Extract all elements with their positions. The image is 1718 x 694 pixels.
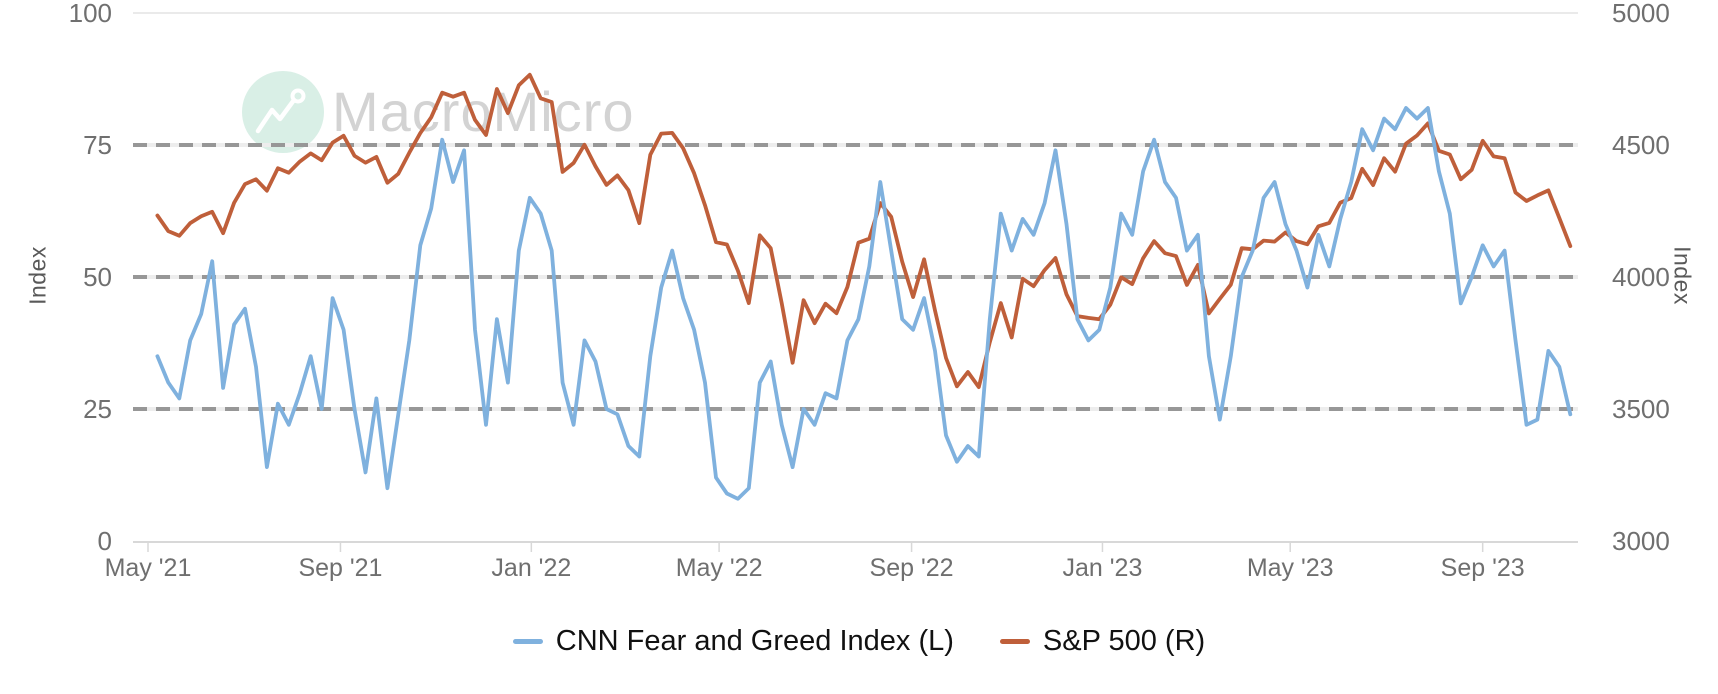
- sp500-line[interactable]: [155, 72, 1573, 390]
- legend-item-sp500[interactable]: S&P 500 (R): [999, 625, 1206, 658]
- legend-marker-fear-greed: [512, 639, 543, 644]
- left-axis-tick-label: 50: [83, 262, 112, 292]
- left-axis-tick-label: 25: [83, 394, 112, 424]
- left-axis-tick-label: 100: [69, 0, 112, 28]
- right-axis-tick-label: 5000: [1612, 0, 1670, 28]
- left-axis-title: Index: [24, 246, 51, 305]
- legend-marker-sp500: [999, 639, 1030, 644]
- left-axis-tick-label: 0: [98, 526, 112, 556]
- x-axis-label: Sep '22: [870, 554, 954, 582]
- macromicro-logo-zigzag: [255, 97, 297, 134]
- x-axis-label: May '23: [1247, 554, 1334, 582]
- x-axis-label: Sep '23: [1441, 554, 1525, 582]
- legend-label-fear-greed: CNN Fear and Greed Index (L): [555, 625, 954, 657]
- right-axis-tick-label: 4000: [1612, 262, 1670, 292]
- legend: CNN Fear and Greed Index (L) S&P 500 (R): [0, 625, 1718, 658]
- x-axis-label: Sep '21: [298, 554, 382, 582]
- macromicro-logo-ring: [290, 88, 306, 104]
- right-axis-tick-label: 3000: [1612, 526, 1670, 556]
- x-axis-label: Jan '22: [491, 554, 571, 582]
- legend-item-fear-greed[interactable]: CNN Fear and Greed Index (L): [512, 625, 954, 658]
- right-axis-tick-label: 3500: [1612, 394, 1670, 424]
- x-axis-label: May '21: [105, 554, 192, 582]
- right-axis-title: Index: [1669, 246, 1696, 305]
- fear-greed-line[interactable]: [155, 106, 1573, 501]
- macromicro-watermark: MacroMicro: [242, 71, 633, 153]
- left-axis-tick-label: 75: [83, 130, 112, 160]
- x-axis-label: Jan '23: [1063, 554, 1143, 582]
- x-axis-label: May '22: [676, 554, 763, 582]
- right-axis-tick-label: 4500: [1612, 130, 1670, 160]
- legend-label-sp500: S&P 500 (R): [1042, 625, 1206, 657]
